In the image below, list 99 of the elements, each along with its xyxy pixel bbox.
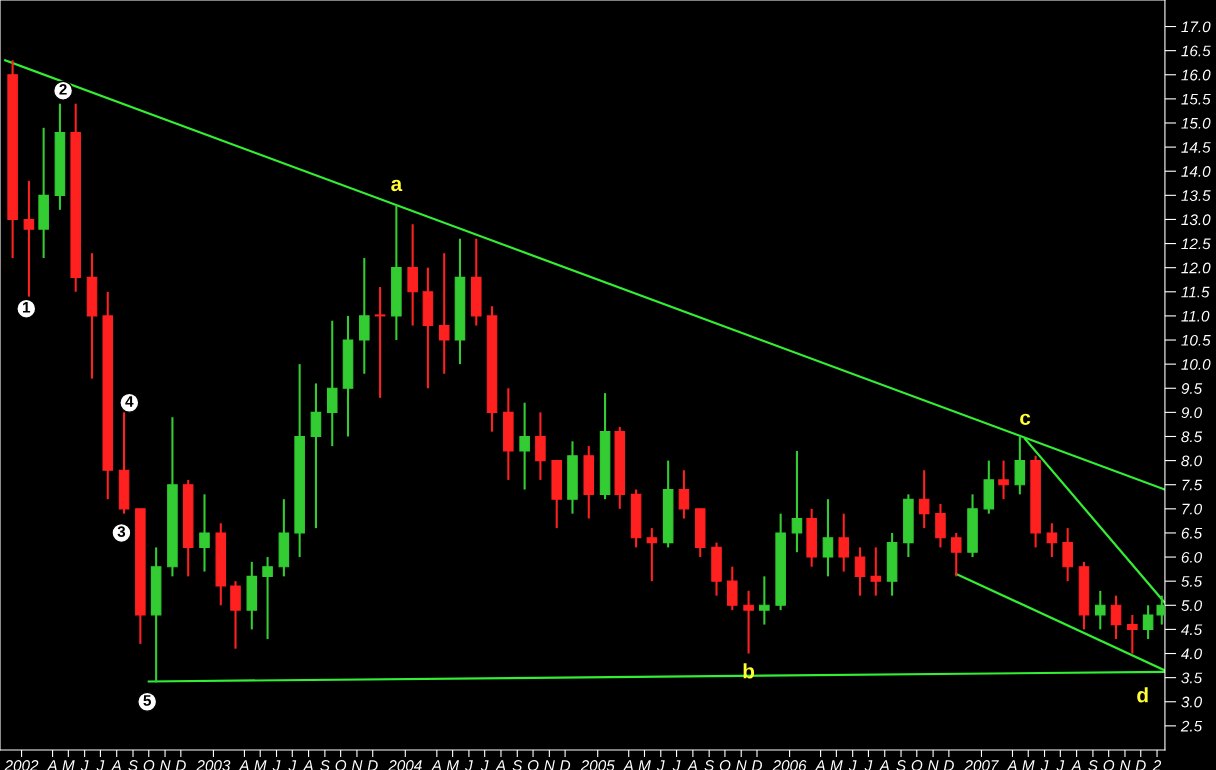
y-tick-label: 10.5 [1181, 334, 1211, 346]
annotation: c [1020, 413, 1031, 426]
y-tick-label: 12.5 [1181, 238, 1211, 250]
y-tick-label: 7.0 [1182, 503, 1203, 515]
x-tick-label: S [896, 760, 906, 770]
y-tick-label: 4.5 [1181, 624, 1203, 636]
y-tick-label: 15.5 [1181, 93, 1211, 105]
x-tick-label: A [1006, 760, 1017, 770]
y-tick-label: 3.0 [1181, 696, 1203, 708]
y-tick-label: 9.5 [1181, 383, 1203, 394]
y-tick-label: 8.0 [1181, 455, 1203, 467]
x-tick-label: D [943, 760, 954, 770]
x-tick-label: D [367, 760, 378, 770]
x-tick-label: N [544, 760, 555, 770]
x-tick-label: A [495, 760, 506, 770]
x-tick-label: O [335, 760, 347, 770]
x-tick-label: N [1119, 760, 1131, 770]
annotation: 3 [117, 526, 126, 538]
y-tick-label: 13.0 [1181, 214, 1211, 226]
y-tick-label: 17.0 [1181, 21, 1211, 33]
x-tick-label: A [110, 760, 121, 770]
x-tick-label: A [687, 760, 698, 770]
y-tick-label: 14.5 [1181, 142, 1211, 153]
x-tick-label: S [704, 760, 715, 770]
x-tick-label: S [320, 760, 330, 770]
annotation: d [1137, 687, 1148, 703]
x-tick-label: J [656, 760, 665, 770]
y-tick-label: 5.5 [1181, 576, 1203, 587]
x-tick-label: J [80, 760, 89, 770]
x-tick-label: A [878, 760, 890, 770]
x-tick-label: A [1070, 760, 1081, 770]
x-tick-label: O [719, 760, 731, 770]
x-tick-label: M [446, 760, 459, 770]
x-tick-label: J [1056, 760, 1065, 770]
x-tick-label: A [302, 760, 313, 770]
x-tick-label: J [848, 760, 857, 770]
x-tick-label: M [1022, 760, 1035, 770]
x-tick-label: 2002 [4, 760, 39, 770]
x-tick-label: N [736, 760, 747, 770]
x-tick-label: A [238, 760, 249, 770]
x-tick-label: D [175, 760, 186, 770]
x-tick-label: O [911, 760, 923, 770]
x-tick-label: J [465, 760, 473, 770]
y-tick-label: 7.5 [1182, 479, 1203, 491]
y-tick-label: 11.0 [1181, 310, 1210, 322]
x-tick-label: S [1088, 760, 1098, 770]
x-tick-label: D [560, 760, 571, 770]
x-tick-label: A [814, 760, 825, 770]
x-tick-label: O [143, 760, 155, 770]
y-tick-label: 12.0 [1181, 262, 1211, 274]
annotation: 4 [125, 396, 134, 407]
x-tick-label: D [1135, 760, 1146, 770]
y-tick-label: 6.5 [1181, 527, 1203, 539]
x-tick-label: M [62, 760, 75, 770]
x-tick-label: N [160, 760, 171, 770]
y-tick-label: 10.0 [1181, 359, 1211, 370]
x-tick-label: D [751, 760, 763, 770]
x-tick-label: N [928, 760, 939, 770]
x-tick-label: J [864, 760, 873, 770]
x-tick-label: M [830, 760, 843, 770]
x-tick-label: A [622, 760, 633, 770]
y-tick-label: 15.0 [1181, 117, 1211, 129]
x-tick-label: 2003 [196, 760, 231, 770]
x-tick-label: A [431, 760, 442, 770]
y-tick-label: 8.5 [1181, 431, 1203, 443]
x-tick-label: J [96, 760, 105, 770]
y-tick-label: 13.5 [1181, 190, 1211, 202]
y-tick-label: 6.0 [1181, 551, 1203, 563]
x-tick-label: M [254, 760, 267, 770]
x-tick-label: N [351, 760, 363, 770]
x-tick-label: A [46, 760, 57, 770]
annotation: 5 [143, 695, 152, 706]
y-tick-label: 3.5 [1181, 672, 1203, 684]
x-tick-label: J [1040, 760, 1049, 770]
y-tick-label: 16.5 [1181, 45, 1211, 57]
y-tick-label: 2.5 [1180, 720, 1203, 732]
x-tick-label: 2007 [964, 760, 999, 770]
y-tick-label: 4.0 [1181, 648, 1203, 660]
x-tick-label: J [480, 760, 489, 770]
y-tick-label: 5.0 [1181, 600, 1203, 611]
x-tick-label: 2005 [580, 760, 615, 770]
x-tick-label: J [672, 760, 681, 770]
x-tick-label: S [512, 760, 523, 770]
x-tick-label: J [288, 760, 297, 770]
x-tick-label: O [1103, 760, 1115, 770]
y-tick-label: 16.0 [1181, 69, 1211, 81]
y-tick-label: 14.0 [1181, 166, 1211, 177]
y-tick-label: 11.5 [1181, 286, 1210, 298]
x-tick-label: 2004 [388, 760, 422, 770]
x-tick-label: M [638, 760, 651, 770]
x-tick-label: 2006 [772, 760, 807, 770]
x-tick-label: S [128, 760, 138, 770]
annotation: 2 [59, 83, 67, 95]
x-tick-label: O [527, 760, 539, 770]
annotation: 1 [23, 302, 31, 313]
x-tick-label: J [272, 760, 281, 770]
x-tick-label: 2 [1152, 760, 1162, 770]
annotation: a [391, 179, 403, 192]
y-tick-label: 9.0 [1181, 407, 1203, 419]
